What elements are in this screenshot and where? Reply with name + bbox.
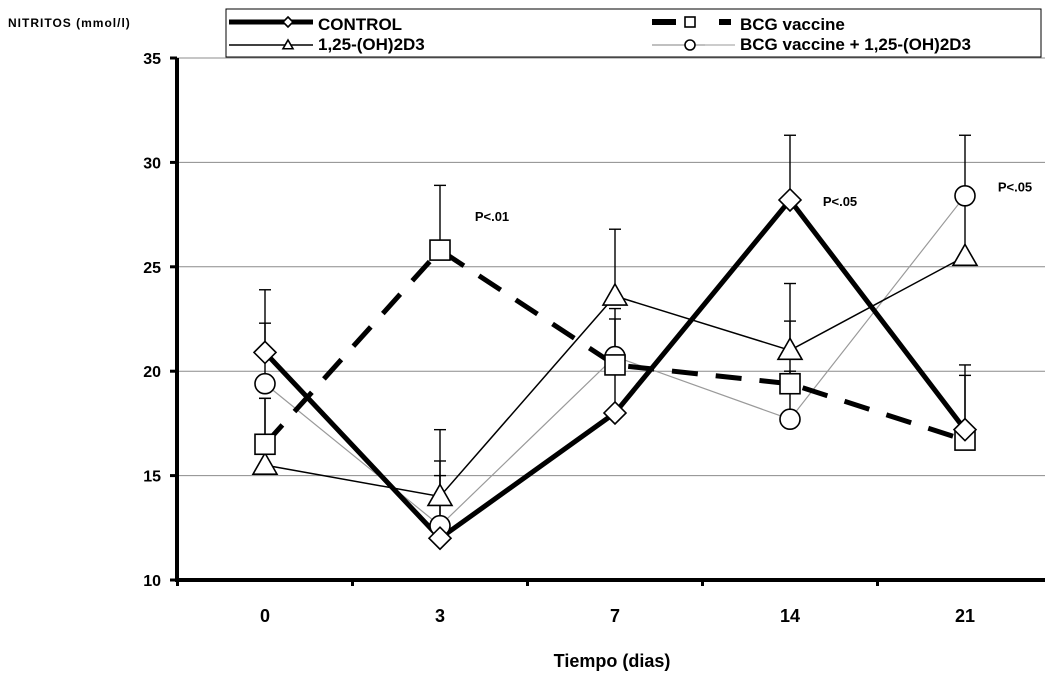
legend-label: 1,25-(OH)2D3 — [318, 35, 425, 54]
annotation-label: P<.01 — [475, 209, 509, 224]
x-tick-labels: 0 3 7 14 21 — [178, 580, 1045, 626]
y-tick-label: 35 — [143, 51, 161, 68]
annotation-label: P<.05 — [998, 180, 1032, 195]
x-tick-label: 0 — [260, 606, 270, 626]
marker-square — [685, 17, 695, 27]
marker-square — [605, 355, 625, 375]
marker-circle — [685, 40, 695, 50]
marker-triangle — [253, 453, 277, 474]
marker-triangle — [778, 338, 802, 359]
marker-triangle — [603, 284, 627, 305]
error-bars — [259, 135, 971, 538]
y-tick-label: 15 — [143, 469, 161, 486]
x-tick-label: 21 — [955, 606, 975, 626]
marker-square — [255, 434, 275, 454]
y-tick-labels: 10 15 20 25 30 35 — [143, 51, 177, 590]
x-tick-label: 14 — [780, 606, 800, 626]
annotation-label: P<.05 — [823, 194, 857, 209]
legend-label: BCG vaccine + 1,25-(OH)2D3 — [740, 35, 971, 54]
x-tick-label: 7 — [610, 606, 620, 626]
marker-circle — [780, 409, 800, 429]
y-tick-label: 30 — [143, 155, 161, 172]
y-tick-label: 10 — [143, 573, 161, 590]
marker-circle — [255, 374, 275, 394]
marker-square — [780, 374, 800, 394]
marker-square — [430, 240, 450, 260]
marker-circle — [955, 186, 975, 206]
x-tick-label: 3 — [435, 606, 445, 626]
y-axis-label: NITRITOS (mmol/l) — [8, 16, 131, 30]
x-axis-label: Tiempo (dias) — [554, 651, 671, 671]
y-tick-label: 20 — [143, 364, 161, 381]
legend-label: BCG vaccine — [740, 15, 845, 34]
legend-label: CONTROL — [318, 15, 402, 34]
marker-triangle — [953, 244, 977, 265]
y-tick-label: 25 — [143, 260, 161, 277]
